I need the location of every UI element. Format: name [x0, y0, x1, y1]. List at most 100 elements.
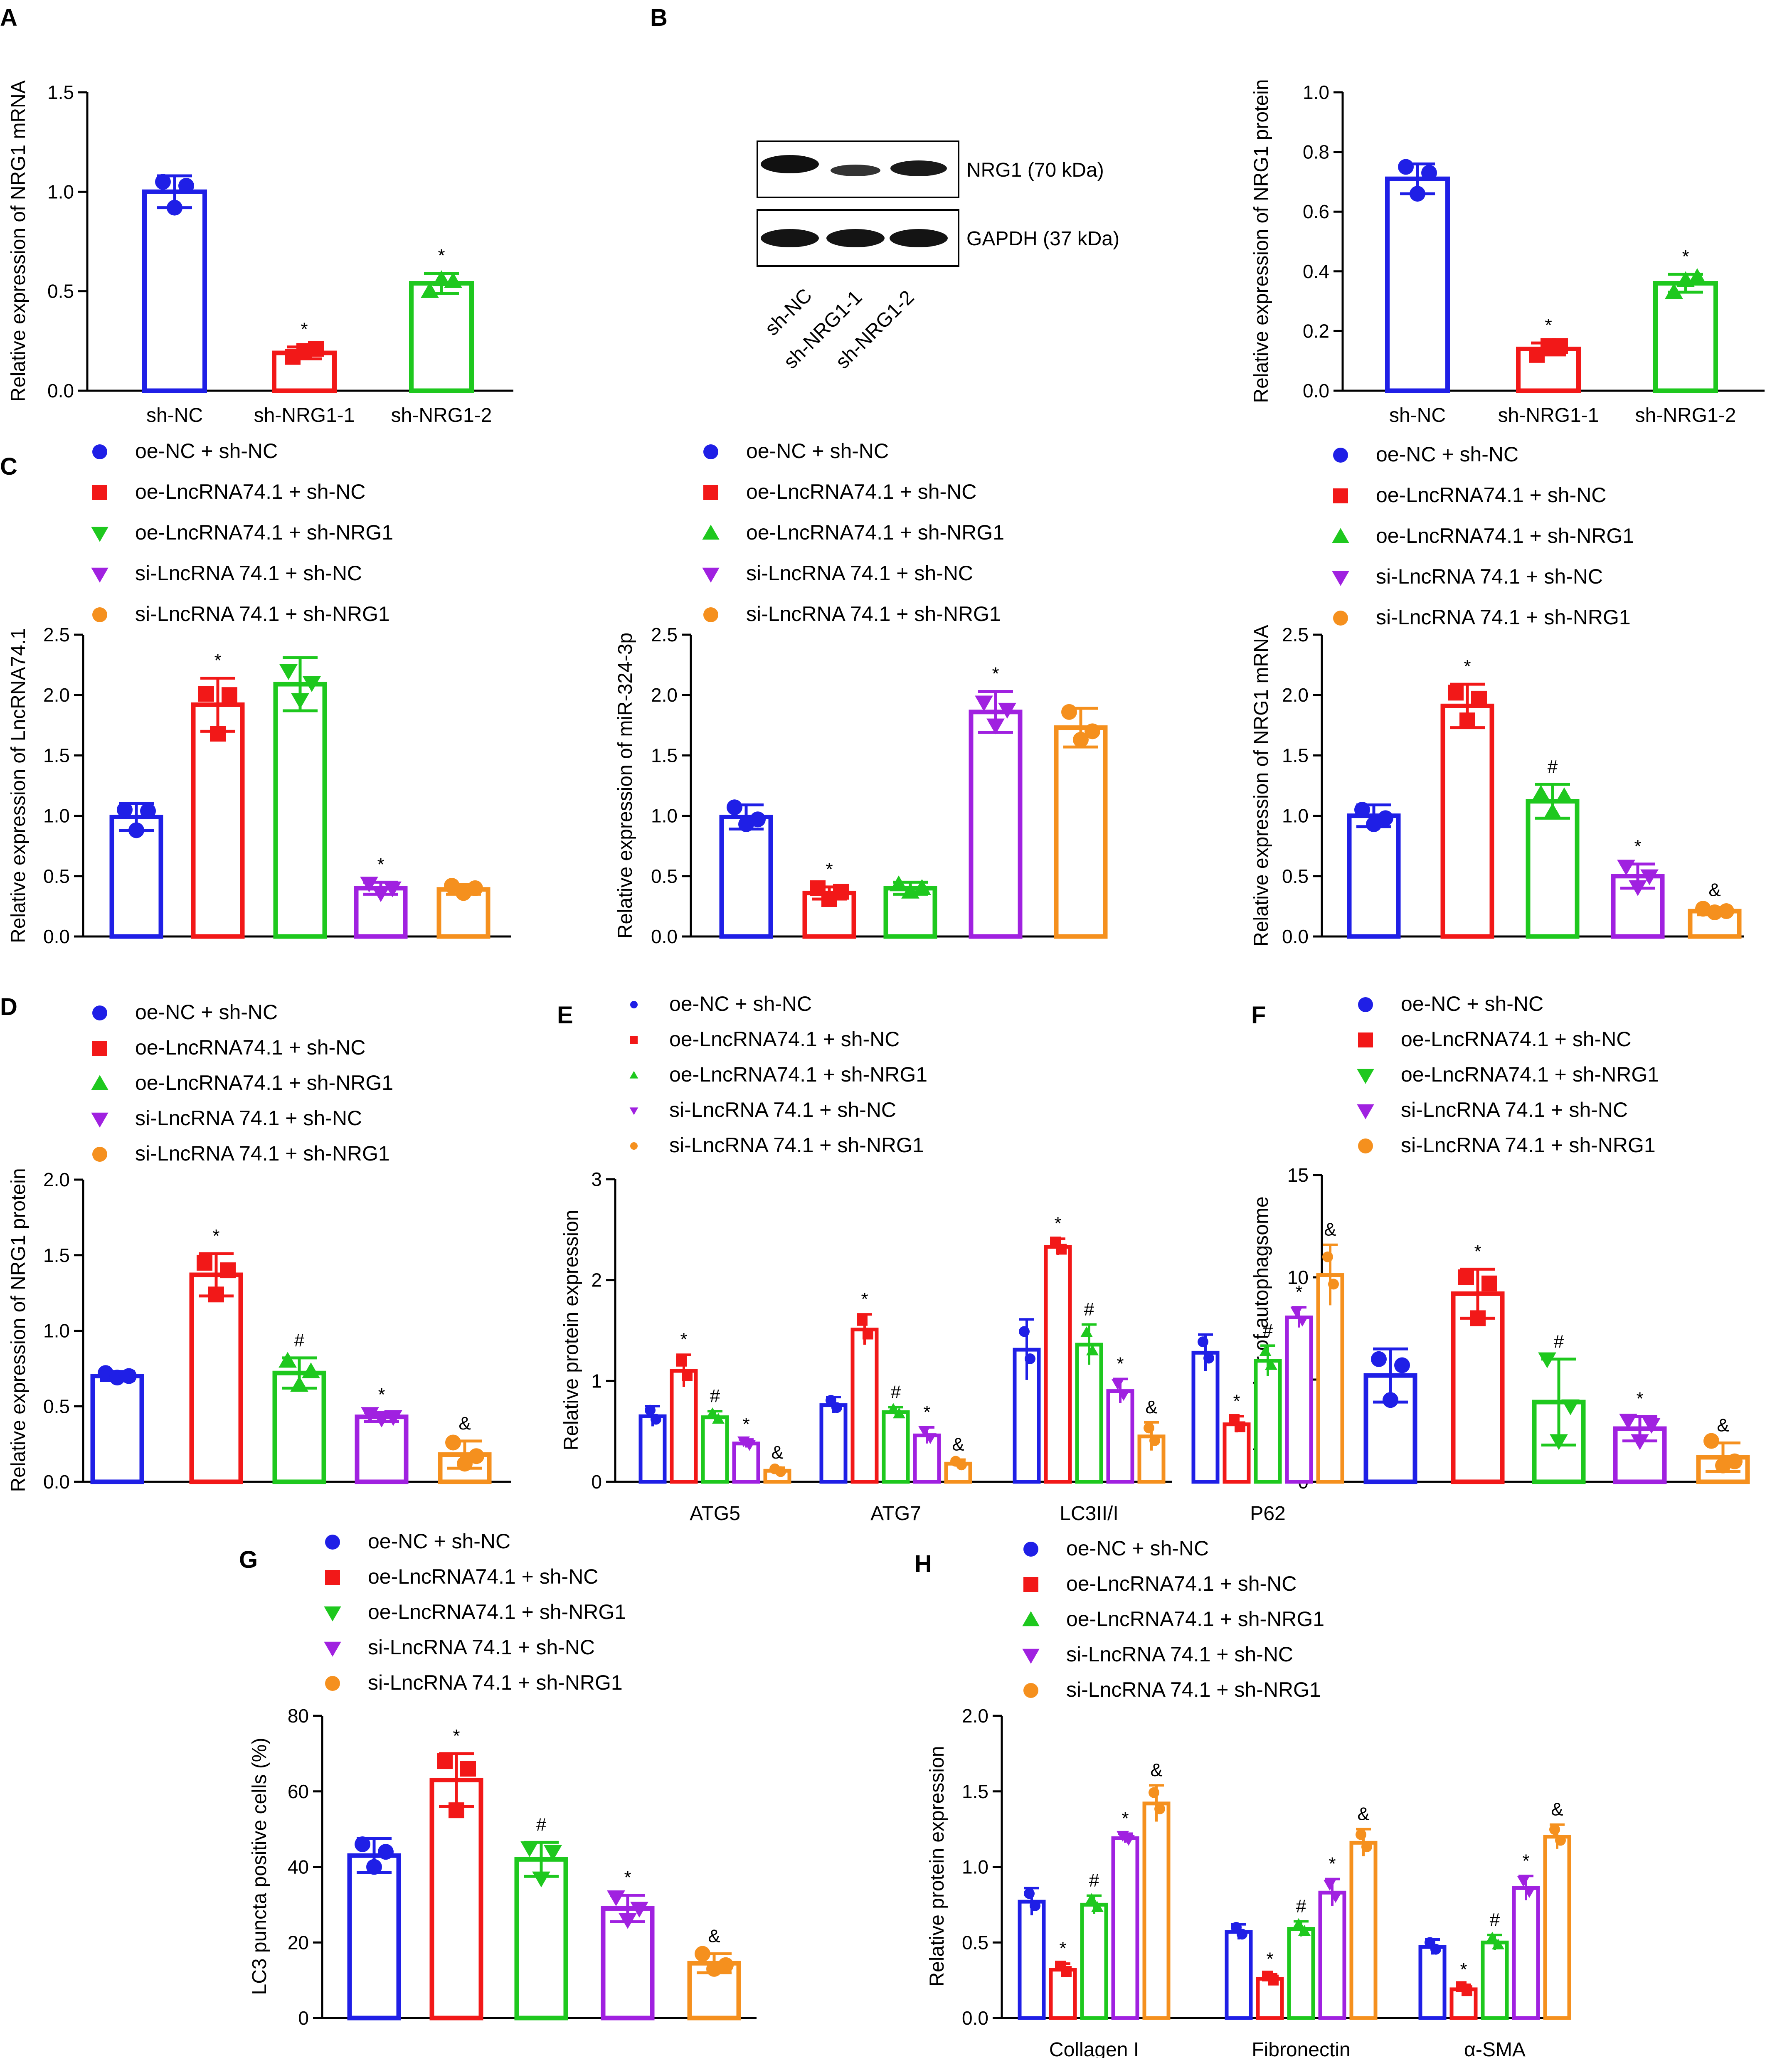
legend-marker	[703, 444, 718, 459]
legend-marker	[324, 1606, 341, 1621]
data-point	[1354, 802, 1370, 818]
data-point	[467, 880, 483, 896]
data-point	[1296, 1316, 1309, 1327]
legend-marker	[1357, 1104, 1374, 1119]
bar	[1049, 1968, 1077, 2020]
x-category-label: sh-NC	[1389, 404, 1446, 426]
chart-c3: 0.0 0.5 1.0 1.5 2.0 2.5 Relative expression of…	[1250, 624, 1744, 947]
chart-d: 0.0 0.5 1.0 1.5 2.0 Relative expression of NR…	[7, 1168, 511, 1493]
data-point	[445, 1434, 461, 1451]
legend-label: oe-LncRNA74.1 + sh-NC	[746, 480, 976, 503]
significance-label: *	[992, 663, 999, 684]
bar	[1054, 725, 1108, 939]
x-category-label: sh-NRG1-2	[391, 404, 492, 426]
data-point	[1025, 1353, 1035, 1364]
legend-label: oe-NC + sh-NC	[669, 992, 812, 1015]
data-point	[1259, 1345, 1272, 1357]
legend-label: si-LncRNA 74.1 + sh-NC	[746, 562, 973, 585]
legend-7: oe-NC + sh-NC oe-LncRNA74.1 + sh-NC oe-Lnc…	[324, 1530, 626, 1694]
data-point	[210, 726, 226, 742]
legend-marker	[702, 525, 720, 540]
data-point	[1619, 1414, 1637, 1430]
bar	[191, 702, 245, 939]
y-tick-label: 40	[288, 1856, 309, 1878]
y-tick-label: 15	[1287, 1164, 1309, 1186]
chart-a: 0.0 0.5 1.0 1.5 Relative expression of NRG1 …	[7, 80, 513, 426]
significance-label: #	[536, 1814, 547, 1835]
legend-label: si-LncRNA 74.1 + sh-NRG1	[1376, 606, 1631, 629]
data-point	[432, 270, 451, 286]
data-point	[421, 282, 439, 298]
data-point	[1237, 1929, 1247, 1940]
legend-marker	[1023, 1683, 1038, 1698]
data-point	[303, 676, 321, 692]
data-point	[913, 879, 931, 895]
data-point	[361, 1407, 379, 1423]
bar	[1287, 1927, 1315, 2020]
legend-label: oe-LncRNA74.1 + sh-NC	[368, 1565, 598, 1588]
x-category-label: sh-NRG1-1	[1498, 404, 1599, 426]
x-category-label: Fibronectin	[1252, 2039, 1350, 2058]
y-tick-label: 1.0	[1303, 81, 1329, 103]
data-point	[1383, 1392, 1398, 1408]
data-point	[1523, 1887, 1536, 1898]
legend-marker	[702, 567, 720, 583]
data-point	[1549, 1824, 1560, 1835]
significance-label: *	[1122, 1809, 1129, 1829]
y-tick-label: 1.5	[962, 1781, 988, 1802]
data-point	[1144, 1422, 1154, 1434]
data-point	[645, 1405, 656, 1416]
data-point	[178, 177, 194, 194]
y-tick-label: 2.0	[43, 1169, 70, 1190]
data-point	[1538, 1352, 1556, 1368]
data-point	[1448, 685, 1464, 701]
data-point	[750, 811, 766, 828]
data-point	[619, 1913, 637, 1929]
significance-label: *	[826, 859, 833, 880]
y-axis-title: LC3 puncta positive cells (%)	[249, 1738, 271, 1995]
y-axis-title: Relative expression of NRG1 protein	[1250, 79, 1272, 403]
legend-marker	[1332, 571, 1349, 586]
y-tick-label: 2	[591, 1269, 602, 1291]
data-point	[291, 693, 309, 709]
legend-marker	[92, 607, 107, 622]
y-tick-label: 0.2	[1303, 320, 1329, 342]
legend-marker	[1022, 1648, 1040, 1664]
significance-label: *	[923, 1402, 930, 1422]
legend-label: si-LncRNA 74.1 + sh-NRG1	[1401, 1133, 1656, 1157]
legend-label: si-LncRNA 74.1 + sh-NC	[1376, 565, 1603, 588]
significance-label: *	[1233, 1391, 1240, 1411]
blot-band-nrg1-lane3	[890, 160, 947, 176]
data-point	[893, 1407, 905, 1419]
significance-label: *	[1682, 246, 1689, 267]
y-tick-label: 1.0	[43, 1320, 70, 1342]
data-point	[975, 695, 993, 712]
y-tick-label: 0.0	[47, 380, 74, 402]
bar	[1349, 1841, 1378, 2020]
data-point	[1492, 1938, 1504, 1949]
x-category-label: P62	[1250, 1503, 1285, 1525]
data-point	[1642, 1418, 1661, 1434]
y-tick-label: 10	[1287, 1267, 1309, 1288]
y-tick-label: 0	[591, 1471, 602, 1493]
y-tick-label: 0.6	[1303, 201, 1329, 222]
bar	[1225, 1930, 1253, 2020]
data-point	[1430, 1944, 1441, 1955]
panel-letter-d: D	[0, 993, 17, 1020]
data-point	[360, 877, 378, 893]
significance-label: &	[952, 1434, 964, 1455]
y-tick-label: 80	[288, 1705, 309, 1727]
data-point	[1086, 1344, 1099, 1355]
data-point	[1154, 1803, 1165, 1814]
y-tick-label: 1.0	[962, 1856, 988, 1878]
y-tick-label: 0.5	[962, 1932, 988, 1953]
data-point	[372, 1412, 391, 1428]
y-tick-label: 1.0	[1282, 805, 1309, 827]
data-point	[712, 1413, 725, 1424]
bar	[1316, 1273, 1344, 1484]
legend-label: oe-NC + sh-NC	[368, 1530, 510, 1553]
bar	[1080, 1902, 1108, 2020]
significance-label: #	[1089, 1870, 1099, 1891]
data-point	[676, 1355, 687, 1367]
